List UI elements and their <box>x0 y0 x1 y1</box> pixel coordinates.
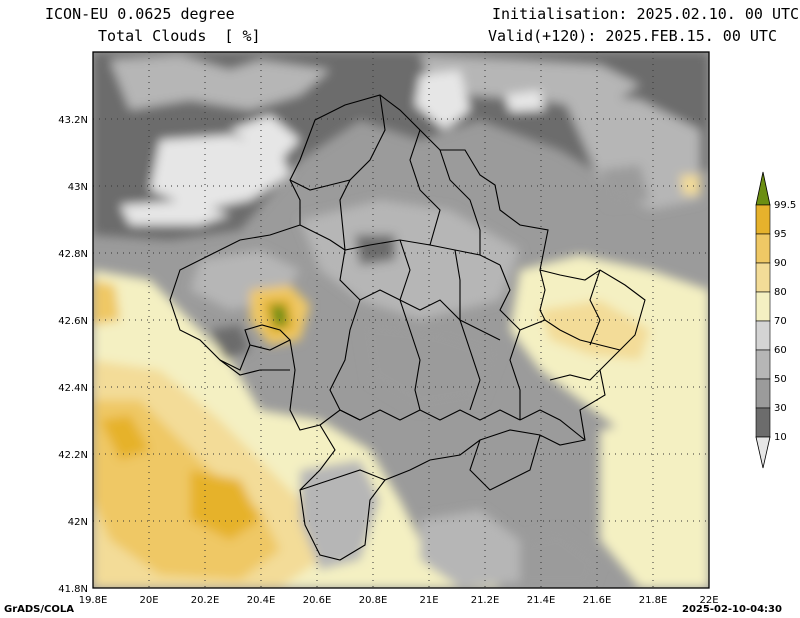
timestamp-label: 2025-02-10-04:30 <box>682 604 782 615</box>
lon-axis: 19.8E 20E 20.2E 20.4E 20.6E 20.8E 21E 21… <box>79 595 719 606</box>
colorbar-segment <box>755 262 771 293</box>
graticule <box>93 52 709 588</box>
lat-label: 43.2N <box>58 115 88 126</box>
colorbar-label: 10 <box>774 432 787 443</box>
lon-label: 21.6E <box>583 595 612 606</box>
lon-label: 21.2E <box>471 595 500 606</box>
colorbar-segment <box>755 291 771 322</box>
lon-label: 21E <box>419 595 438 606</box>
model-title: ICON-EU 0.0625 degree <box>45 5 235 23</box>
lat-label: 42.4N <box>58 383 88 394</box>
colorbar-label: 90 <box>774 258 787 269</box>
lat-label: 42.2N <box>58 450 88 461</box>
credit-label: GrADS/COLA <box>4 604 74 615</box>
colorbar-segment <box>755 378 771 409</box>
boundaries <box>169 94 646 561</box>
lon-label: 21.4E <box>527 595 556 606</box>
lon-label: 22E <box>699 595 718 606</box>
lat-label: 42N <box>68 517 88 528</box>
lon-label: 21.8E <box>639 595 668 606</box>
colorbar-label: 80 <box>774 287 787 298</box>
valid-time: Valid(+120): 2025.FEB.15. 00 UTC <box>488 27 777 45</box>
map-frame <box>92 51 710 589</box>
lon-label: 20.6E <box>303 595 332 606</box>
colorbar-segment <box>755 233 771 264</box>
lat-label: 41.8N <box>58 584 88 595</box>
colorbar-cap-bottom <box>755 436 771 469</box>
lon-label: 20.4E <box>247 595 276 606</box>
lon-label: 20.2E <box>191 595 220 606</box>
lat-axis: 43.2N 43N 42.8N 42.6N 42.4N 42.2N 42N 41… <box>58 115 88 595</box>
colorbar-segment <box>755 320 771 351</box>
colorbar-label: 99.5 <box>774 200 796 211</box>
cloud-field <box>93 52 709 588</box>
colorbar-label: 60 <box>774 345 787 356</box>
init-time: Initialisation: 2025.02.10. 00 UTC <box>492 5 800 23</box>
colorbar-label: 95 <box>774 229 787 240</box>
colorbar-label: 30 <box>774 403 787 414</box>
colorbar-cap-top <box>755 171 771 206</box>
colorbar-segment <box>755 349 771 380</box>
lon-label: 20.8E <box>359 595 388 606</box>
lat-label: 42.6N <box>58 316 88 327</box>
lat-label: 42.8N <box>58 249 88 260</box>
field-title: Total Clouds [ %] <box>98 27 261 45</box>
lon-label: 20E <box>139 595 158 606</box>
colorbar-label: 70 <box>774 316 787 327</box>
colorbar-label: 50 <box>774 374 787 385</box>
colorbar: 99.5 95 90 80 70 60 50 30 10 <box>755 171 796 469</box>
colorbar-segment <box>755 204 771 235</box>
colorbar-segment <box>755 407 771 438</box>
lon-label: 19.8E <box>79 595 108 606</box>
lat-label: 43N <box>68 182 88 193</box>
